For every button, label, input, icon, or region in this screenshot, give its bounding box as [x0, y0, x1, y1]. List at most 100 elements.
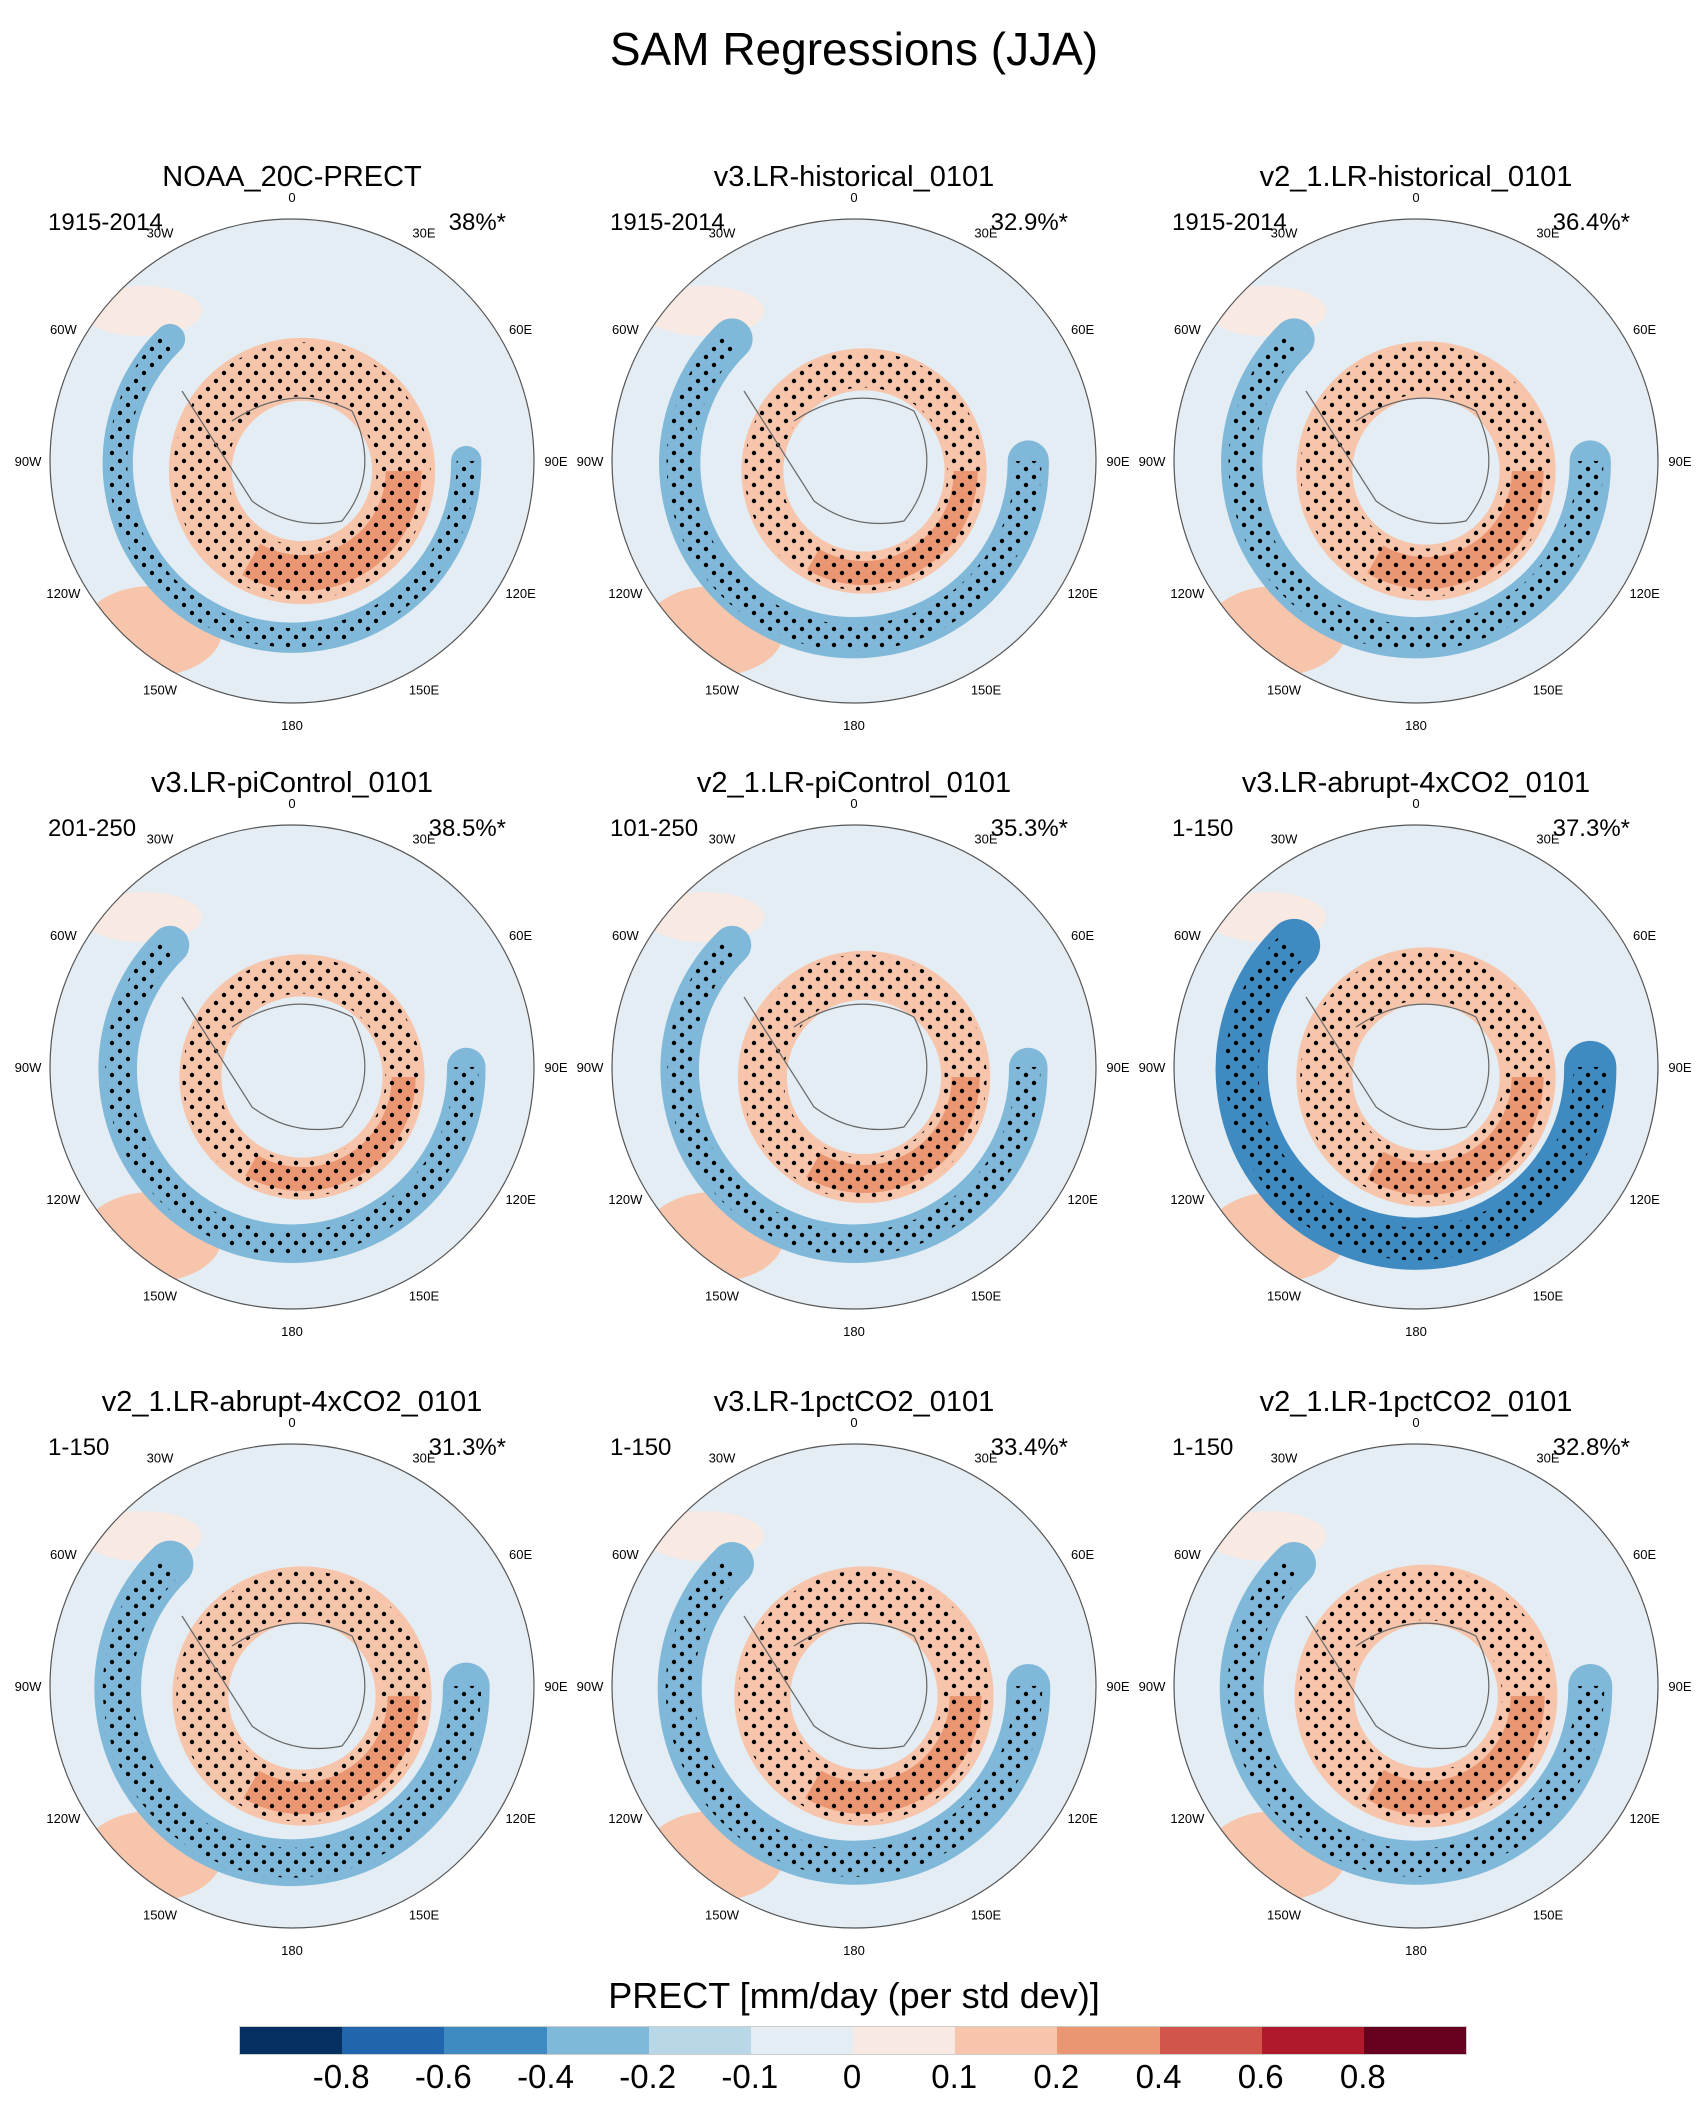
panel-years: 1915-2014 — [48, 209, 163, 236]
longitude-label: 30E — [974, 831, 997, 846]
panel-title: NOAA_20C-PRECT — [162, 161, 422, 193]
longitude-label: 60E — [509, 928, 532, 943]
longitude-label: 60E — [1071, 928, 1094, 943]
polar-map: 0 30E 60E 90E 120E 150E 180 150W 120W 90W 60W 30W — [577, 1415, 1130, 1958]
longitude-label: 90E — [1668, 454, 1691, 469]
colorbar-swatch — [955, 2027, 1058, 2054]
panel-title: v3.LR-historical_0101 — [713, 161, 995, 193]
longitude-label: 150W — [705, 1908, 740, 1923]
longitude-label: 120W — [1170, 1811, 1205, 1826]
map-background — [612, 219, 1096, 703]
longitude-label: 90E — [1668, 1679, 1691, 1694]
map-background — [50, 825, 534, 1309]
significance-stippling — [1225, 933, 1607, 1261]
longitude-label: 180 — [281, 718, 303, 733]
longitude-label: 150W — [705, 683, 740, 698]
coastline — [1305, 390, 1490, 525]
colorbar-swatch — [648, 2027, 751, 2054]
longitude-label: 60E — [509, 1547, 532, 1562]
longitude-label: 60W — [50, 1547, 77, 1562]
longitude-label: 90W — [1139, 454, 1166, 469]
figure-title: SAM Regressions (JJA) — [609, 23, 1099, 75]
map-boundary — [1173, 824, 1659, 1310]
longitude-label: 180 — [281, 1324, 303, 1339]
longitude-label: 150W — [1267, 1908, 1302, 1923]
longitude-label: 90E — [1106, 1679, 1129, 1694]
longitude-label: 90E — [1106, 454, 1129, 469]
longitude-label: 180 — [1405, 718, 1427, 733]
map-panel: 0 30E 60E 90E 120E 150E 180 150W 120W 90W 60W 30W v2… — [1136, 161, 1696, 761]
longitude-label: 180 — [1405, 1943, 1427, 1958]
panel-variance-explained: 36.4%* — [1552, 209, 1630, 236]
significance-stippling — [744, 351, 984, 591]
longitude-label: 30E — [1536, 1450, 1559, 1465]
longitude-label: 150W — [1267, 683, 1302, 698]
longitude-label: 90E — [544, 1060, 567, 1075]
longitude-label: 0 — [850, 190, 857, 205]
longitude-label: 30W — [147, 831, 174, 846]
significance-stippling — [741, 954, 987, 1200]
longitude-label: 150W — [705, 1289, 740, 1304]
longitude-label: 120E — [1067, 586, 1098, 601]
longitude-label: 90E — [1106, 1060, 1129, 1075]
panel-title: v3.LR-1pctCO2_0101 — [713, 1386, 995, 1418]
longitude-label: 120E — [505, 586, 536, 601]
longitude-label: 90W — [15, 1060, 42, 1075]
map-boundary — [1173, 1443, 1659, 1929]
longitude-label: 120W — [46, 1192, 81, 1207]
significance-stippling — [1298, 1568, 1554, 1824]
significance-stippling — [738, 1570, 990, 1822]
colorbar-tick-label: 0.1 — [931, 2058, 978, 2095]
coastline — [181, 390, 366, 525]
longitude-label: 120W — [1170, 586, 1205, 601]
longitude-label: 0 — [288, 796, 295, 811]
longitude-label: 0 — [850, 796, 857, 811]
longitude-label: 150W — [1267, 1289, 1302, 1304]
colorbar-swatch — [342, 2027, 445, 2054]
longitude-label: 150E — [971, 1908, 1002, 1923]
map-boundary — [611, 1443, 1097, 1929]
colorbar — [239, 2026, 1467, 2055]
significance-stippling — [182, 957, 422, 1197]
longitude-label: 0 — [1412, 1415, 1419, 1430]
polar-map: 0 30E 60E 90E 120E 150E 180 150W 120W 90W 60W 30W — [15, 190, 568, 733]
longitude-label: 120W — [46, 586, 81, 601]
longitude-label: 30W — [1271, 225, 1298, 240]
map-panel: 0 30E 60E 90E 120E 150E 180 150W 120W 90W 60W 30W v3… — [574, 161, 1134, 761]
longitude-label: 120E — [1629, 1811, 1660, 1826]
panel-years: 1-150 — [610, 1434, 672, 1461]
longitude-label: 60W — [612, 928, 639, 943]
polar-map: 0 30E 60E 90E 120E 150E 180 150W 120W 90W 60W 30W — [15, 796, 568, 1339]
longitude-label: 150W — [143, 1908, 178, 1923]
longitude-label: 90E — [1668, 1060, 1691, 1075]
longitude-label: 0 — [1412, 796, 1419, 811]
significance-stippling — [1228, 329, 1604, 651]
coastline — [743, 996, 928, 1131]
significance-stippling — [102, 1553, 482, 1878]
map-boundary — [611, 824, 1097, 1310]
longitude-label: 0 — [850, 1415, 857, 1430]
colorbar-tick-label: 0 — [842, 2058, 862, 2095]
panel-years: 1-150 — [48, 1434, 110, 1461]
longitude-label: 60W — [612, 1547, 639, 1562]
coastline — [181, 1615, 366, 1750]
significance-stippling — [1300, 345, 1552, 597]
colorbar-swatch — [853, 2027, 956, 2054]
colorbar-swatch — [240, 2027, 343, 2054]
longitude-label: 120W — [1170, 1192, 1205, 1207]
longitude-label: 60E — [1633, 1547, 1656, 1562]
longitude-label: 60W — [1174, 928, 1201, 943]
longitude-label: 30E — [974, 225, 997, 240]
panel-years: 1915-2014 — [1172, 209, 1287, 236]
map-boundary — [49, 1443, 535, 1929]
colorbar-tick-label: 0.2 — [1033, 2058, 1080, 2095]
coastline — [743, 1615, 928, 1750]
colorbar-swatch — [750, 2027, 854, 2054]
longitude-label: 150E — [409, 683, 440, 698]
significance-stippling — [667, 936, 1041, 1256]
panel-title: v2_1.LR-abrupt-4xCO2_0101 — [101, 1386, 483, 1418]
longitude-label: 180 — [843, 1943, 865, 1958]
panel-years: 1-150 — [1172, 815, 1234, 842]
longitude-label: 90E — [544, 1679, 567, 1694]
panel-variance-explained: 32.9%* — [990, 209, 1068, 236]
